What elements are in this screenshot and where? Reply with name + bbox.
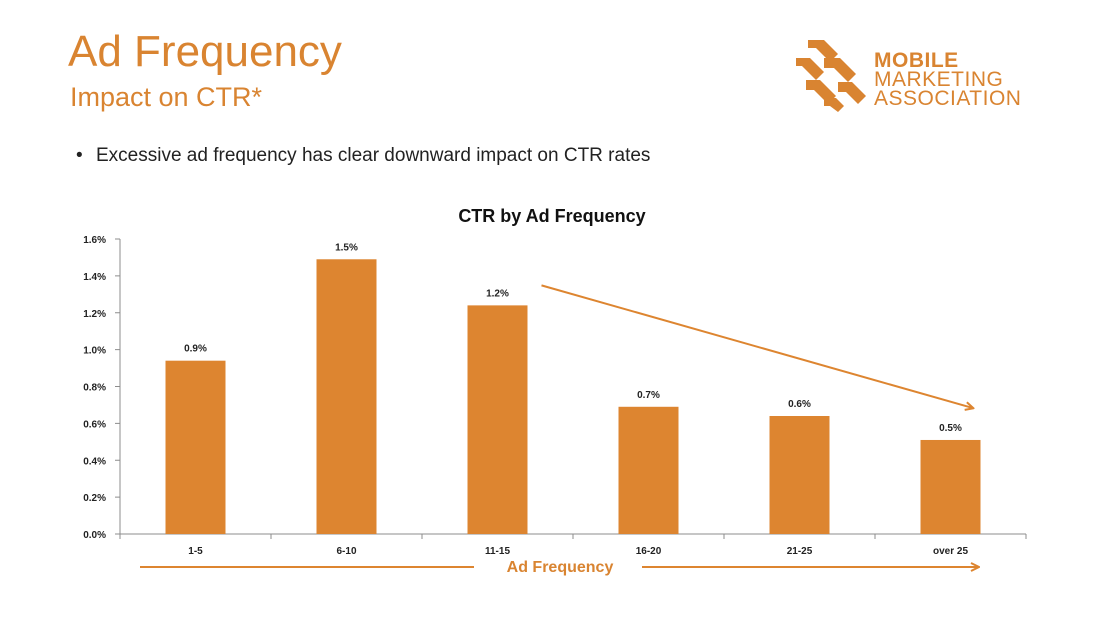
data-label: 0.5% bbox=[939, 423, 962, 434]
x-axis: 1-5 6-10 11-15 16-20 21-25 over 25 bbox=[119, 533, 1027, 557]
data-label: 1.5% bbox=[335, 242, 358, 253]
data-label: 0.9% bbox=[184, 344, 207, 355]
y-tick-label: 0.0% bbox=[83, 530, 106, 541]
x-axis-title: Ad Frequency bbox=[507, 559, 614, 576]
data-label: 1.2% bbox=[486, 288, 509, 299]
slide-title: Ad Frequency bbox=[68, 27, 342, 76]
y-tick-label: 1.4% bbox=[83, 272, 106, 283]
x-tick-label: 1-5 bbox=[188, 546, 203, 557]
chart-title: CTR by Ad Frequency bbox=[458, 206, 645, 226]
bar-16-20 bbox=[618, 406, 679, 534]
bullet-point: • Excessive ad frequency has clear downwa… bbox=[76, 145, 650, 167]
bar-1-5 bbox=[165, 360, 226, 534]
bar-over-25 bbox=[920, 439, 981, 534]
mma-logo-mark-icon bbox=[796, 40, 866, 112]
logo-line-marketing: MARKETING bbox=[874, 68, 1004, 91]
x-tick-label: 11-15 bbox=[485, 546, 510, 557]
y-tick-label: 0.4% bbox=[83, 456, 106, 467]
bars-group: 0.9% 1.5% 1.2% 0.7% 0.6% 0.5% bbox=[165, 242, 981, 534]
y-tick-label: 1.6% bbox=[83, 235, 106, 246]
x-tick-label: 21-25 bbox=[787, 546, 813, 557]
slide-subtitle: Impact on CTR* bbox=[70, 82, 263, 112]
bar-6-10 bbox=[316, 259, 377, 534]
bullet-symbol: • bbox=[76, 145, 83, 166]
bar-21-25 bbox=[769, 416, 830, 534]
mma-logo: MOBILE MARKETING ASSOCIATION bbox=[794, 36, 1054, 116]
bar-11-15 bbox=[467, 305, 528, 534]
y-axis: 0.0% 0.2% 0.4% 0.6% 0.8% 1.0% 1.2% 1.4% 1.6% bbox=[83, 235, 121, 541]
logo-line-association: ASSOCIATION bbox=[874, 87, 1022, 110]
y-tick-label: 1.2% bbox=[83, 309, 106, 320]
x-tick-label: 16-20 bbox=[636, 546, 662, 557]
logo-wordmark: MOBILE MARKETING ASSOCIATION bbox=[874, 49, 1022, 110]
data-label: 0.7% bbox=[637, 390, 660, 401]
data-label: 0.6% bbox=[788, 399, 811, 410]
trend-arrow bbox=[541, 284, 973, 408]
x-tick-label: over 25 bbox=[933, 546, 968, 557]
y-tick-label: 0.6% bbox=[83, 419, 106, 430]
y-tick-label: 0.8% bbox=[83, 383, 106, 394]
annotations-group: Ad Frequency bbox=[140, 284, 978, 576]
y-tick-label: 1.0% bbox=[83, 346, 106, 357]
logo-line-mobile: MOBILE bbox=[874, 49, 959, 72]
bullet-text: Excessive ad frequency has clear downwar… bbox=[96, 145, 651, 166]
y-tick-label: 0.2% bbox=[83, 493, 106, 504]
x-tick-label: 6-10 bbox=[336, 546, 356, 557]
